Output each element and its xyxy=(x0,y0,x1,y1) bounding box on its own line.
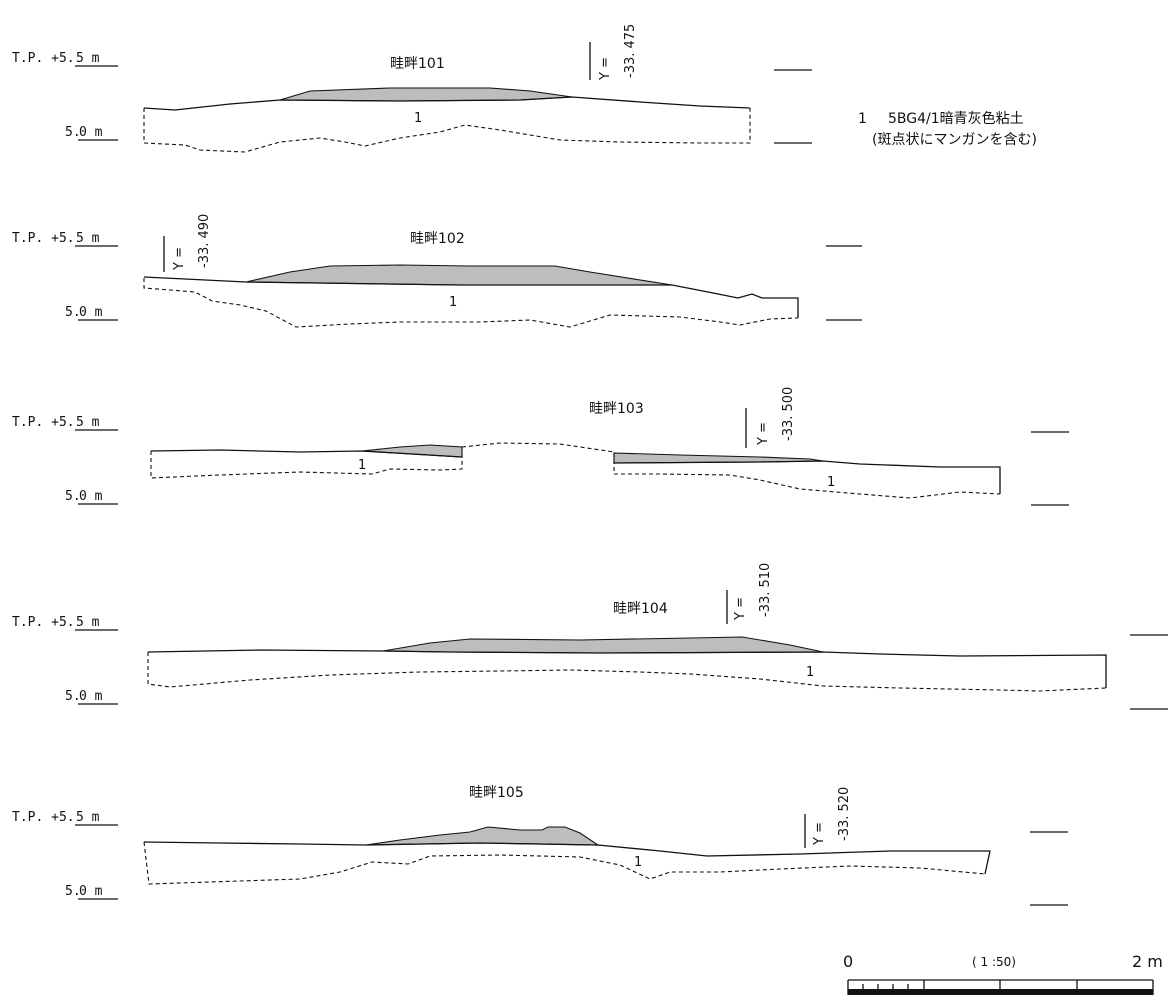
layer-bottom xyxy=(143,841,986,885)
scale-end: 2 m xyxy=(1132,952,1163,971)
y-coordinate-label: Y = xyxy=(812,822,827,846)
legend-number: 1 xyxy=(858,111,867,127)
elevation-lower-underline: 0 m xyxy=(79,305,103,320)
y-coordinate-label: Y = xyxy=(733,597,748,621)
elevation-lower-underline: 0 m xyxy=(79,884,103,899)
y-coordinate-value: -33. 500 xyxy=(781,387,796,441)
section-title: 畦畔105 xyxy=(469,785,524,801)
ground-surface xyxy=(613,460,1001,494)
elevation-upper-prefix: T.P. +5. xyxy=(12,810,75,825)
scale-start: 0 xyxy=(843,952,853,971)
ground-surface xyxy=(147,649,1107,688)
elevation-upper-underline: 5 m xyxy=(76,415,100,430)
elevation-upper-prefix: T.P. +5. xyxy=(12,51,75,66)
elevation-lower-prefix: 5. xyxy=(65,489,81,504)
ground-surface xyxy=(143,96,751,111)
layer-number: 1 xyxy=(827,475,835,490)
section-103: T.P. +5. 5 m 5. 0 m 畦畔103 1 1 Y = -33. 5… xyxy=(12,387,1069,506)
levee-fill xyxy=(382,636,824,654)
levee-fill xyxy=(245,264,673,286)
layer-number: 1 xyxy=(414,111,422,126)
elevation-upper-prefix: T.P. +5. xyxy=(12,231,75,246)
y-coordinate-value: -33. 475 xyxy=(623,24,638,78)
section-title: 畦畔103 xyxy=(589,401,644,417)
scale-ratio: ( 1 :50) xyxy=(972,955,1016,969)
elevation-lower-underline: 0 m xyxy=(79,689,103,704)
missing-surface xyxy=(461,442,615,453)
elevation-lower-underline: 0 m xyxy=(79,125,103,140)
elevation-lower-prefix: 5. xyxy=(65,689,81,704)
y-coordinate-value: -33. 490 xyxy=(197,214,212,268)
layer-bottom xyxy=(147,652,1107,692)
legend-row: 1 5BG4/1暗青灰色粘土 xyxy=(858,109,1037,130)
section-105: T.P. +5. 5 m 5. 0 m 畦畔105 1 Y = -33. 520 xyxy=(12,785,1068,906)
layer-number: 1 xyxy=(634,855,642,870)
elevation-upper-underline: 5 m xyxy=(76,615,100,630)
ground-surface xyxy=(143,841,991,875)
section-title: 畦畔104 xyxy=(613,601,668,617)
elevation-upper-underline: 5 m xyxy=(76,231,100,246)
scale-bar: 0 ( 1 :50) 2 m xyxy=(843,952,1163,995)
section-101: T.P. +5. 5 m 5. 0 m 畦畔101 1 Y = -33. 475 xyxy=(12,24,812,153)
layer-bottom xyxy=(150,447,463,479)
legend-soil-description: 5BG4/1暗青灰色粘土 xyxy=(888,111,1024,127)
layer-bottom xyxy=(613,453,1001,499)
elevation-lower-underline: 0 m xyxy=(79,489,103,504)
ground-surface xyxy=(143,276,799,318)
section-102: T.P. +5. 5 m 5. 0 m 畦畔102 1 Y = -33. 490 xyxy=(12,214,862,328)
layer-bottom xyxy=(143,108,751,153)
section-title: 畦畔102 xyxy=(410,231,465,247)
elevation-lower-prefix: 5. xyxy=(65,305,81,320)
layer-number: 1 xyxy=(806,665,814,680)
elevation-upper-underline: 5 m xyxy=(76,51,100,66)
elevation-upper-underline: 5 m xyxy=(76,810,100,825)
soil-legend: 1 5BG4/1暗青灰色粘土 (斑点状にマンガンを含む) xyxy=(858,109,1037,151)
layer-bottom xyxy=(143,278,799,328)
ground-surface xyxy=(150,449,463,458)
y-coordinate-value: -33. 520 xyxy=(837,787,852,841)
section-104: T.P. +5. 5 m 5. 0 m 畦畔104 1 Y = -33. 510 xyxy=(12,563,1168,710)
levee-fill xyxy=(361,444,463,458)
layer-number: 1 xyxy=(449,295,457,310)
y-coordinate-value: -33. 510 xyxy=(758,563,773,617)
levee-fill xyxy=(365,826,600,846)
scale-bar-solid xyxy=(848,989,1153,995)
y-coordinate-label: Y = xyxy=(172,247,187,271)
y-coordinate-label: Y = xyxy=(756,422,771,446)
elevation-upper-prefix: T.P. +5. xyxy=(12,615,75,630)
y-coordinate-label: Y = xyxy=(598,57,613,81)
section-title: 畦畔101 xyxy=(390,56,445,72)
elevation-upper-prefix: T.P. +5. xyxy=(12,415,75,430)
legend-note: (斑点状にマンガンを含む) xyxy=(872,132,1037,148)
elevation-lower-prefix: 5. xyxy=(65,884,81,899)
layer-number: 1 xyxy=(358,458,366,473)
elevation-lower-prefix: 5. xyxy=(65,125,81,140)
